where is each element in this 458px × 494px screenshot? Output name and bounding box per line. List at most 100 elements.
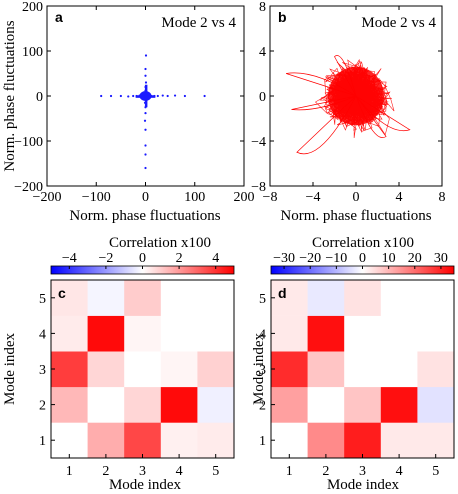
panel-d-xtick-label: 2 — [322, 464, 329, 479]
panel-c-xtick-label: 1 — [66, 464, 73, 479]
panel-c-cell — [160, 280, 198, 316]
panel-d-cell — [344, 386, 382, 423]
panel-c-cells — [51, 280, 235, 459]
panel-a-point — [144, 128, 147, 131]
panel-a-point — [203, 94, 206, 98]
panel-d-cell — [271, 280, 308, 316]
panel-d-cell — [307, 315, 345, 352]
panel-c-cell — [124, 386, 162, 423]
panel-c-ytick-label: 3 — [39, 363, 46, 378]
panel-b-loop — [355, 95, 387, 138]
panel-b-xlabel: Norm. phase fluctuations — [280, 208, 431, 224]
panel-c-ytick-label: 5 — [39, 292, 46, 307]
panel-c-ylabel: Mode index — [2, 332, 18, 405]
panel-d-cbtick-label: 30 — [434, 251, 448, 266]
panel-a-point — [143, 119, 147, 122]
panel-d-ylabel: Mode index — [251, 332, 267, 405]
panel-b-lines — [286, 55, 411, 155]
panel-a-label: a — [55, 9, 63, 25]
panel-d-cbtick-label: 10 — [382, 251, 396, 266]
panel-d-cbtick-label: −10 — [325, 251, 347, 266]
panel-a-xtick-label: −200 — [33, 190, 62, 205]
panel-c-cell — [87, 280, 125, 316]
panel-c-cell — [124, 280, 162, 316]
panel-b-loop — [286, 72, 357, 97]
panel-d-colorbar-label: Correlation x100 — [312, 235, 414, 251]
panel-c-colorbar-label: Correlation x100 — [109, 235, 211, 251]
panel-d-cell — [417, 315, 455, 352]
panel-b-xtick-label: 0 — [353, 190, 360, 205]
panel-a-point — [144, 81, 148, 84]
panel-c-cell — [197, 351, 235, 388]
panel-a-ylabel: Norm. phase fluctuations — [2, 20, 18, 171]
panel-a-point — [161, 94, 164, 97]
panel-d-cbtick-label: −30 — [273, 251, 295, 266]
panel-c-cell — [124, 351, 162, 388]
panel-d-cell — [417, 386, 455, 423]
panel-b-title: Mode 2 vs 4 — [361, 15, 436, 31]
panel-d-cell — [307, 386, 345, 423]
panel-d-cell — [271, 386, 308, 423]
panel-b-ytick-label: 8 — [259, 0, 266, 15]
panel-d-xlabel: Mode index — [327, 477, 400, 493]
panel-a-xtick-label: 0 — [142, 190, 149, 205]
panel-d-xtick-label: 5 — [432, 464, 439, 479]
panel-d-cell — [271, 351, 308, 388]
panel-d-cell — [344, 315, 382, 352]
panel-a-point — [144, 74, 147, 77]
panel-c-cell — [160, 386, 198, 423]
panel-d-xtick-label: 3 — [359, 464, 366, 479]
panel-a-point — [100, 94, 103, 98]
panel-c-xtick-label: 5 — [212, 464, 219, 479]
panel-b-xtick-label: −4 — [306, 190, 321, 205]
panel-b-loop — [296, 95, 357, 155]
panel-c-cbtick-label: 0 — [139, 251, 146, 266]
panel-c-ytick-label: 4 — [39, 327, 46, 342]
panel-d-cell — [344, 351, 382, 388]
panel-c-cell — [51, 386, 88, 423]
panel-d-cell — [380, 351, 418, 388]
panel-d-ytick-label: 1 — [259, 434, 266, 449]
panel-d-cell — [380, 386, 418, 423]
panel-a-ytick-label: 100 — [22, 45, 43, 60]
panel-d-xtick-label: 4 — [396, 464, 403, 479]
panel-a-point — [109, 94, 113, 98]
panel-d-cell — [307, 422, 345, 459]
panel-d-ticks: 1 2 3 4 5 1 2 3 4 5 — [259, 292, 439, 479]
panel-a-ytick-label: 0 — [36, 90, 43, 105]
panel-d-cell — [380, 422, 418, 459]
panel-b-loop — [355, 95, 411, 132]
panel-b-xtick-label: 8 — [439, 190, 446, 205]
panel-a-point — [144, 54, 148, 57]
panel-a-point — [127, 95, 130, 98]
panel-d-cell — [344, 280, 382, 316]
panel-c-cell — [87, 386, 125, 423]
panel-c-cell — [160, 315, 198, 352]
panel-d-ytick-label: 2 — [259, 399, 266, 414]
panel-d-cell — [307, 280, 345, 316]
panel-c-cell — [51, 351, 88, 388]
panel-c-label: c — [58, 285, 66, 301]
panel-d-label: d — [278, 285, 287, 301]
panel-c-cell — [197, 280, 235, 316]
panel-c-cell — [197, 386, 235, 423]
panel-b-loop — [334, 55, 357, 97]
panel-b-ytick-label: 4 — [259, 45, 266, 60]
panel-c-cell — [197, 422, 235, 459]
panel-c-cell — [51, 315, 88, 352]
panel-b-label: b — [278, 9, 287, 25]
panel-d-ytick-label: 4 — [259, 327, 266, 342]
panel-a-xtick-label: 100 — [184, 190, 205, 205]
panel-c-colorbar-ticks: −4 −2 0 2 4 — [62, 251, 219, 269]
panel-c-ytick-label: 1 — [39, 434, 46, 449]
panel-a-point — [173, 94, 177, 97]
panel-a-points — [100, 54, 206, 170]
panel-a-point — [144, 144, 147, 147]
panel-a-core-v — [144, 84, 148, 108]
panel-a-point — [144, 112, 147, 115]
panel-b-loop — [291, 95, 357, 111]
panel-b-ytick-label: 0 — [259, 90, 266, 105]
panel-d-cell — [380, 280, 418, 316]
panel-a-point — [132, 94, 135, 98]
